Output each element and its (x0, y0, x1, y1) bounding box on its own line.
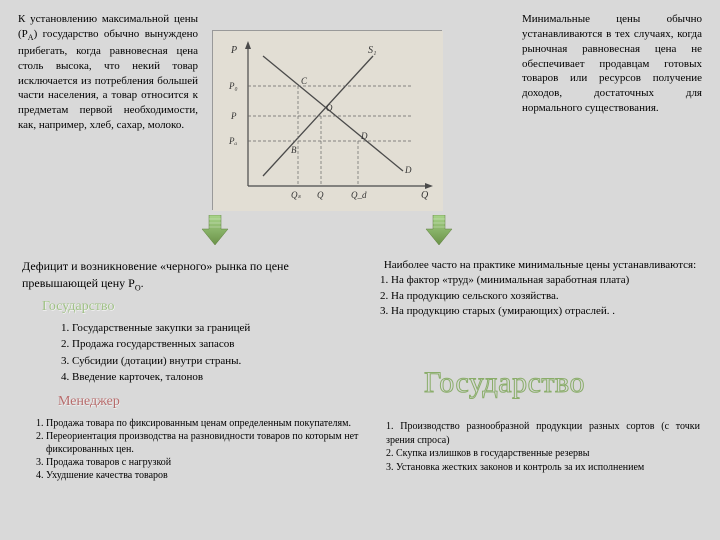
svg-text:B: B (291, 145, 297, 155)
svg-text:Q: Q (317, 190, 324, 200)
svg-text:P: P (230, 45, 237, 56)
list-item: Производство разнообразной продукции раз… (386, 420, 700, 447)
deficit-text: Дефицит и возникновение «черного» рынка … (22, 258, 352, 293)
manager-list: Продажа товара по фиксированным ценам оп… (46, 417, 366, 482)
list-item: Скупка излишков в государственные резерв… (386, 447, 700, 461)
list-item: Продажа государственных запасов (72, 337, 352, 352)
arrow-down-right-icon (424, 215, 454, 245)
arrow-down-left-icon (200, 215, 230, 245)
svg-text:D: D (360, 131, 368, 141)
government-list-1: Государственные закупки за границейПрода… (72, 321, 352, 386)
svg-text:C: C (301, 76, 308, 86)
min-price-text: Минимальные цены обычно устанавливаются … (522, 12, 702, 116)
max-price-text: К установлению максимальной цены (PA) го… (18, 12, 198, 133)
svg-text:Q_d: Q_d (351, 190, 367, 200)
list-item: На продукцию старых (умирающих) отраслей… (380, 304, 700, 319)
svg-text:P: P (230, 111, 237, 121)
list-item: Субсидии (дотации) внутри страны. (72, 354, 352, 369)
svg-text:P₀: P₀ (228, 81, 238, 91)
list-item: Государственные закупки за границей (72, 321, 352, 336)
svg-text:Pₐ: Pₐ (228, 136, 237, 146)
list-item: Переориентация производства на разновидн… (46, 430, 366, 456)
government-title-big: Государство (424, 366, 585, 400)
government-title-1: Государство (42, 297, 352, 317)
production-list: Производство разнообразной продукции раз… (380, 420, 700, 474)
svg-text:O: O (326, 103, 333, 113)
min-prices-head: Наиболее часто на практике минимальные ц… (380, 258, 700, 273)
svg-text:Q: Q (421, 190, 429, 201)
svg-text:D: D (404, 165, 412, 175)
list-item: На продукцию сельского хозяйства. (380, 289, 700, 304)
list-item: Продажа товара по фиксированным ценам оп… (46, 417, 366, 430)
list-item: Установка жестких законов и контроль за … (386, 461, 700, 475)
min-prices-block: Наиболее часто на практике минимальные ц… (380, 258, 700, 320)
production-list-block: Производство разнообразной продукции раз… (380, 420, 700, 474)
deficit-block: Дефицит и возникновение «черного» рынка … (22, 258, 352, 482)
min-prices-list: На фактор «труд» (минимальная заработная… (380, 273, 700, 319)
list-item: На фактор «труд» (минимальная заработная… (380, 273, 700, 288)
manager-title: Менеджер (58, 392, 352, 412)
list-item: Введение карточек, талонов (72, 370, 352, 385)
supply-demand-chart: P P₀ P Pₐ S₁ C O B D D Qₛ Q Q_d Q (212, 30, 442, 210)
svg-text:S₁: S₁ (368, 45, 376, 56)
list-item: Ухудшение качества товаров (46, 469, 366, 482)
svg-text:Qₛ: Qₛ (291, 190, 301, 200)
list-item: Продажа товаров с нагрузкой (46, 456, 366, 469)
